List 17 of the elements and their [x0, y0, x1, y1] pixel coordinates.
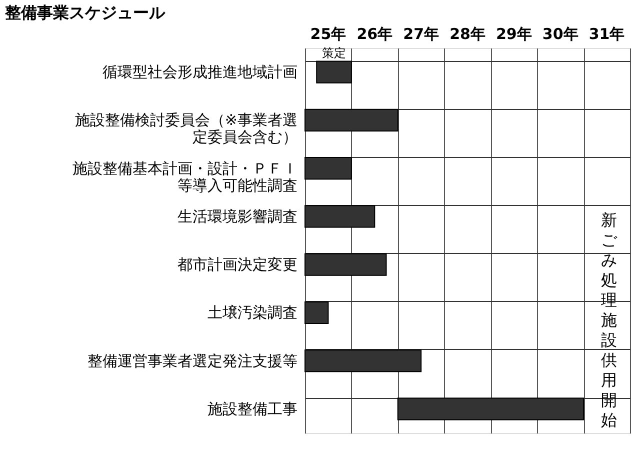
- x-tick-label: 31年: [588, 25, 625, 43]
- x-tick-label: 25年: [310, 25, 346, 43]
- y-tick-label: 生活環境影響調査: [178, 207, 298, 226]
- text: 整備事業スケジュール: [4, 3, 166, 22]
- y-tick-label: 土壌汚染調査: [208, 304, 298, 322]
- y-tick-label: 施設整備検討委員会（※事業者選定委員会含む）: [74, 111, 298, 146]
- y-tick-label: 整備運営事業者選定発注支援等: [88, 352, 298, 370]
- y-tick-label: 循環型社会形成推進地域計画: [102, 63, 298, 82]
- x-tick-label: 29年: [496, 25, 532, 43]
- x-tick-label: 28年: [450, 25, 486, 43]
- y-tick-label: 都市計画決定変更: [178, 256, 298, 274]
- x-tick-label: 26年: [356, 25, 393, 43]
- y-tick-label: 施設整備工事: [208, 400, 298, 418]
- y-tick-label: 施設整備基本計画・設計・ＰＦＩ等導入可能性調査: [72, 159, 298, 194]
- x-tick-label: 30年: [542, 25, 578, 43]
- x-tick-label: 27年: [403, 25, 440, 43]
- annotation: 策定: [322, 46, 346, 60]
